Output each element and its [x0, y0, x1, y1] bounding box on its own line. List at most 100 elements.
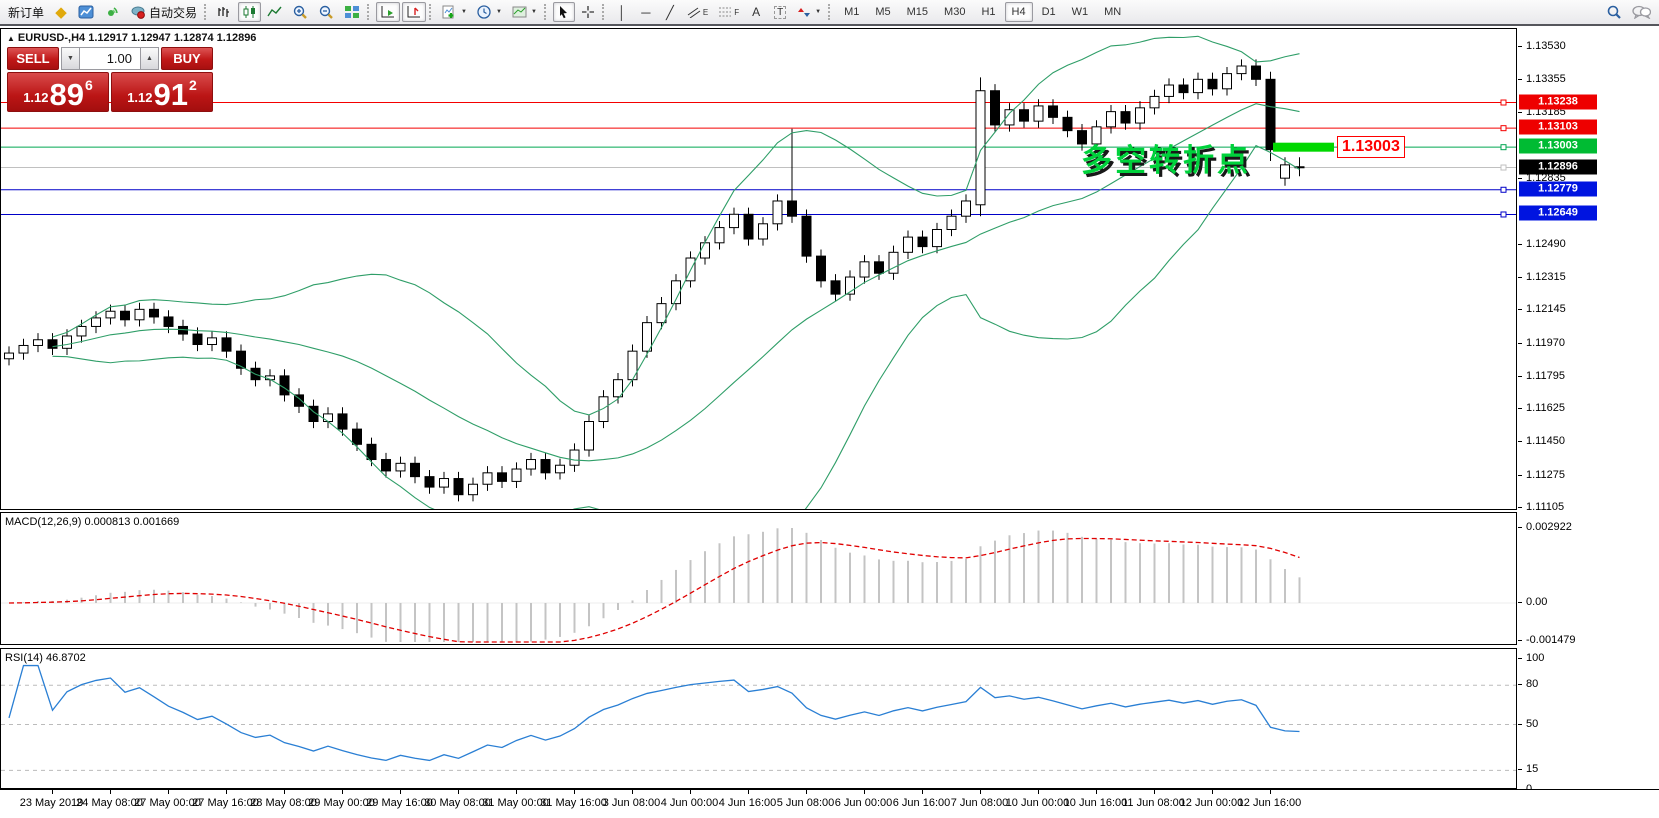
toolbar-grip [204, 4, 208, 20]
auto-trading-button[interactable]: 自动交易 [126, 2, 201, 22]
volume-decrease-button[interactable]: ▼ [61, 47, 80, 70]
bollinger-middle [52, 103, 1300, 462]
timeframe-button-M15[interactable]: M15 [906, 6, 929, 18]
level-lines [1, 99, 1516, 218]
equidistant-channel-button[interactable]: E [683, 2, 712, 22]
metaquotes-icon[interactable]: ◆ [55, 4, 67, 21]
crosshair-button[interactable] [577, 2, 599, 22]
timeframe-button-H1[interactable]: H1 [981, 6, 996, 18]
signal-waves-icon [108, 7, 118, 16]
indicators-icon [442, 5, 454, 19]
rsi-panel: RSI(14) 46.8702 1008050150 [0, 648, 1659, 795]
bid-price-display[interactable]: 1.12 89 6 [7, 72, 109, 112]
time-axis-label: 29 May 00:00 [308, 797, 375, 809]
time-axis-label: 10 Jun 16:00 [1063, 797, 1128, 809]
macd-plot[interactable]: MACD(12,26,9) 0.000813 0.001669 [0, 512, 1517, 645]
auto-scroll-button[interactable] [376, 2, 401, 22]
tile-windows-button[interactable] [340, 2, 364, 22]
candles-layer [4, 59, 1305, 502]
rsi-plot[interactable]: RSI(14) 46.8702 [0, 648, 1517, 789]
auto-trading-label: 自动交易 [149, 5, 198, 20]
timeframe-button-M30[interactable]: M30 [944, 6, 966, 18]
auto-trading-icon [131, 6, 145, 19]
rsi-tick-label: 50 [1526, 717, 1539, 730]
market-watch-icon[interactable] [74, 2, 98, 22]
fibonacci-button[interactable]: F [714, 2, 743, 22]
price-tick-label: 1.11625 [1526, 402, 1565, 415]
arrows-icon [798, 7, 811, 17]
level-price-label[interactable]: 1.13003 [1337, 136, 1405, 159]
line-chart-button[interactable] [263, 2, 286, 22]
chart-shift-button[interactable] [402, 2, 427, 22]
price-line-badge: 1.12649 [1519, 205, 1597, 221]
time-axis: 23 May 2019 24 May 08:00 27 May 00:00 27 Ma… [0, 789, 1659, 818]
timeframe-button-M5[interactable]: M5 [875, 6, 891, 18]
zoom-in-button[interactable] [288, 2, 312, 22]
search-button[interactable] [1602, 2, 1626, 22]
new-order-label: 新订单 [8, 5, 45, 20]
vertical-line-button[interactable]: │ [617, 4, 626, 20]
candlestick-chart-icon [243, 6, 256, 18]
dropdown-arrow-icon: ▼ [530, 9, 537, 15]
toolbar-grip [429, 4, 433, 20]
timeframe-button-W1[interactable]: W1 [1071, 6, 1089, 18]
chat-bubbles-icon [1632, 5, 1651, 19]
timeframe-group: M1 M5 M15 M30 H1 H4 D1 W1 MN [837, 2, 1128, 22]
cursor-button[interactable] [552, 2, 575, 22]
indicators-button[interactable]: ▼ [438, 2, 471, 22]
turning-point-annotation[interactable]: 多空转折点 [1081, 143, 1251, 178]
buy-button[interactable]: BUY [161, 47, 213, 70]
text-label-button[interactable]: T [769, 2, 791, 22]
toolbar: 新订单 ◆ 自动交易 [0, 0, 1659, 26]
sell-button[interactable]: SELL [7, 47, 59, 70]
toolbar-grip [367, 4, 371, 20]
horizontal-line-button[interactable]: ─ [641, 4, 651, 20]
toolbar-grip [543, 4, 548, 20]
templates-button[interactable]: ▼ [508, 2, 541, 22]
time-axis-label: 4 Jun 16:00 [718, 797, 777, 809]
price-tick-label: 1.11970 [1526, 336, 1565, 349]
bar-chart-icon [218, 7, 230, 17]
collapse-icon[interactable]: ▲ [7, 34, 15, 43]
timeframe-button-MN[interactable]: MN [1104, 6, 1122, 18]
time-axis-label: 10 Jun 00:00 [1005, 797, 1070, 809]
zoom-in-icon [293, 5, 307, 19]
volume-input[interactable] [80, 47, 140, 70]
trendline-button[interactable]: ╱ [665, 4, 674, 20]
time-axis-label: 12 Jun 16:00 [1237, 797, 1302, 809]
new-order-button[interactable]: 新订单 [4, 2, 48, 22]
timeframe-button-M1[interactable]: M1 [844, 6, 860, 18]
time-axis-label: 29 May 16:00 [366, 797, 433, 809]
arrows-button[interactable]: ▼ [793, 2, 825, 22]
signals-icon[interactable] [100, 2, 124, 22]
line-chart-icon [267, 6, 282, 17]
time-axis-label: 27 May 00:00 [134, 797, 201, 809]
macd-tick-label: -0.001479 [1526, 633, 1576, 646]
search-icon [1607, 5, 1621, 19]
timeframe-button-D1[interactable]: D1 [1041, 6, 1056, 18]
bar-chart-button[interactable] [213, 2, 236, 22]
time-axis-label: 31 May 16:00 [540, 797, 607, 809]
time-axis-label: 5 Jun 08:00 [776, 797, 835, 809]
periods-button[interactable]: ▼ [473, 2, 506, 22]
zoom-out-button[interactable] [314, 2, 338, 22]
clock-icon [477, 5, 491, 19]
candlestick-chart-button[interactable] [238, 2, 262, 22]
toolbar-grip [601, 4, 606, 20]
time-axis-label: 6 Jun 00:00 [834, 797, 893, 809]
ask-price-display[interactable]: 1.12 91 2 [111, 72, 213, 112]
green-level-bar[interactable] [1273, 142, 1334, 152]
timeframe-button-H4[interactable]: H4 [1004, 2, 1033, 22]
price-tick-label: 1.11275 [1526, 468, 1565, 481]
dropdown-arrow-icon: ▼ [495, 9, 502, 15]
chart-window-icon [78, 5, 94, 19]
bollinger-bands [52, 35, 1300, 509]
text-tool-button[interactable]: A [752, 5, 761, 19]
main-chart-plot[interactable]: ▲ EURUSD-,H4 1.12917 1.12947 1.12874 1.12… [0, 28, 1517, 510]
chart-shift-icon [407, 6, 421, 18]
chat-button[interactable] [1628, 2, 1655, 22]
price-tick-label: 1.12315 [1526, 270, 1566, 283]
macd-histogram [22, 528, 1301, 642]
volume-increase-button[interactable]: ▲ [140, 47, 159, 70]
price-line-badge: 1.13003 [1519, 138, 1597, 154]
